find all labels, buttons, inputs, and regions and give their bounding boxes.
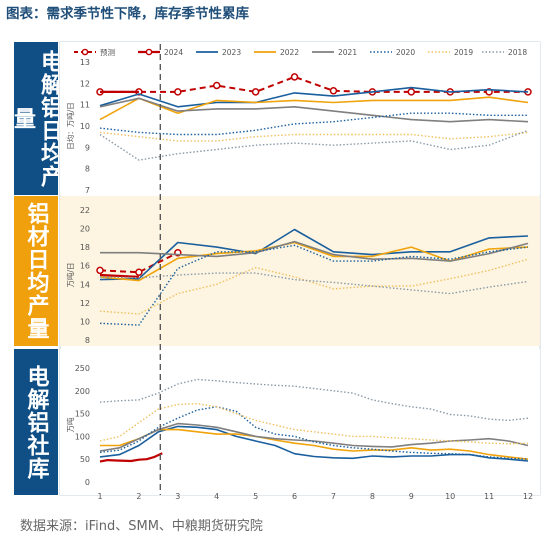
y-tick-label: 20 (80, 225, 90, 234)
y-axis-label: 日均：万吨/日 (65, 102, 75, 150)
x-tick-label: 9 (409, 492, 414, 501)
y-tick-label: 100 (75, 432, 90, 441)
y-tick-label: 250 (75, 364, 90, 373)
series-line-2020 (99, 244, 529, 326)
series-line-2018 (99, 378, 529, 422)
legend-label: 2022 (280, 48, 299, 57)
forecast-point (135, 268, 143, 276)
panel-background (60, 349, 540, 495)
seasonal-chart: 78910111213日均：万吨/日810121416182022万吨/日050… (59, 41, 541, 501)
series-line-2023 (99, 228, 529, 281)
y-tick-label: 22 (80, 206, 90, 215)
x-tick-label: 4 (214, 492, 219, 501)
panel-label-primary-al: 电解铝日均产量 (10, 42, 62, 195)
legend-marker (145, 48, 153, 56)
y-axis-label: 万吨/日 (65, 262, 75, 287)
y-axis-label: 万吨 (65, 417, 75, 432)
forecast-point (212, 81, 221, 90)
legend-label: 2023 (222, 48, 241, 57)
y-tick-label: 50 (80, 455, 90, 464)
x-tick-label: 3 (175, 492, 180, 501)
figure-title: 图表：需求季节性下降，库存季节性累库 (6, 6, 249, 22)
series-line-2021 (99, 422, 529, 452)
legend-marker (81, 48, 89, 56)
legend-label: 2024 (164, 48, 183, 57)
y-tick-label: 10 (80, 122, 90, 131)
series-line-2020 (99, 112, 528, 136)
panel-label-primary-al-stock: 电解铝社库 (14, 349, 58, 495)
forecast-point (96, 266, 104, 275)
forecast-point (251, 88, 260, 96)
forecast-point (290, 73, 299, 81)
forecast-point (407, 88, 416, 96)
x-tick-label: 1 (97, 492, 102, 501)
x-tick-label: 10 (445, 492, 455, 501)
series-line-2021 (99, 97, 529, 123)
y-tick-label: 10 (80, 317, 90, 326)
series-line-2019 (99, 402, 529, 445)
x-tick-label: 7 (331, 492, 336, 501)
x-tick-label: 11 (484, 492, 494, 501)
legend-label: 2021 (338, 48, 357, 57)
source-note: 数据来源：iFind、SMM、中粮期货研究院 (20, 519, 263, 534)
legend-label: 预测 (100, 47, 115, 57)
y-tick-label: 18 (80, 243, 90, 252)
y-tick-label: 12 (80, 79, 90, 88)
series-line-2023 (99, 425, 529, 462)
series-line-2022 (100, 428, 529, 460)
series-line-2019 (99, 131, 529, 142)
y-tick-label: 16 (80, 262, 90, 271)
y-tick-label: 11 (80, 101, 90, 110)
y-tick-label: 150 (75, 410, 90, 419)
x-tick-label: 8 (370, 492, 375, 501)
panel-label-alu-product: 铝材日均产量 (14, 196, 58, 346)
y-tick-label: 14 (80, 280, 90, 289)
y-tick-label: 8 (85, 336, 90, 345)
legend-label: 2020 (396, 48, 415, 57)
y-tick-label: 8 (85, 165, 90, 174)
series-line-2024 (99, 452, 163, 463)
y-tick-label: 0 (85, 478, 90, 487)
series-line-2022 (99, 96, 529, 121)
x-tick-label: 6 (292, 492, 297, 501)
y-tick-label: 13 (80, 58, 90, 67)
x-tick-label: 5 (253, 492, 258, 501)
series-line-2024 (99, 273, 139, 278)
panel-background (60, 42, 540, 195)
forecast-point (329, 87, 338, 95)
series-line-2023 (99, 86, 529, 108)
x-tick-label: 2 (136, 492, 141, 501)
y-tick-label: 7 (85, 186, 90, 195)
y-tick-label: 200 (75, 387, 90, 396)
legend-label: 2018 (508, 48, 527, 57)
y-tick-label: 9 (85, 143, 90, 152)
series-line-2021 (100, 240, 529, 262)
x-tick-label: 12 (523, 492, 533, 501)
y-tick-label: 12 (80, 299, 90, 308)
legend-label: 2019 (454, 48, 473, 57)
series-line-2018 (99, 272, 529, 295)
forecast-point (174, 88, 182, 96)
series-line-预测 (99, 251, 179, 274)
